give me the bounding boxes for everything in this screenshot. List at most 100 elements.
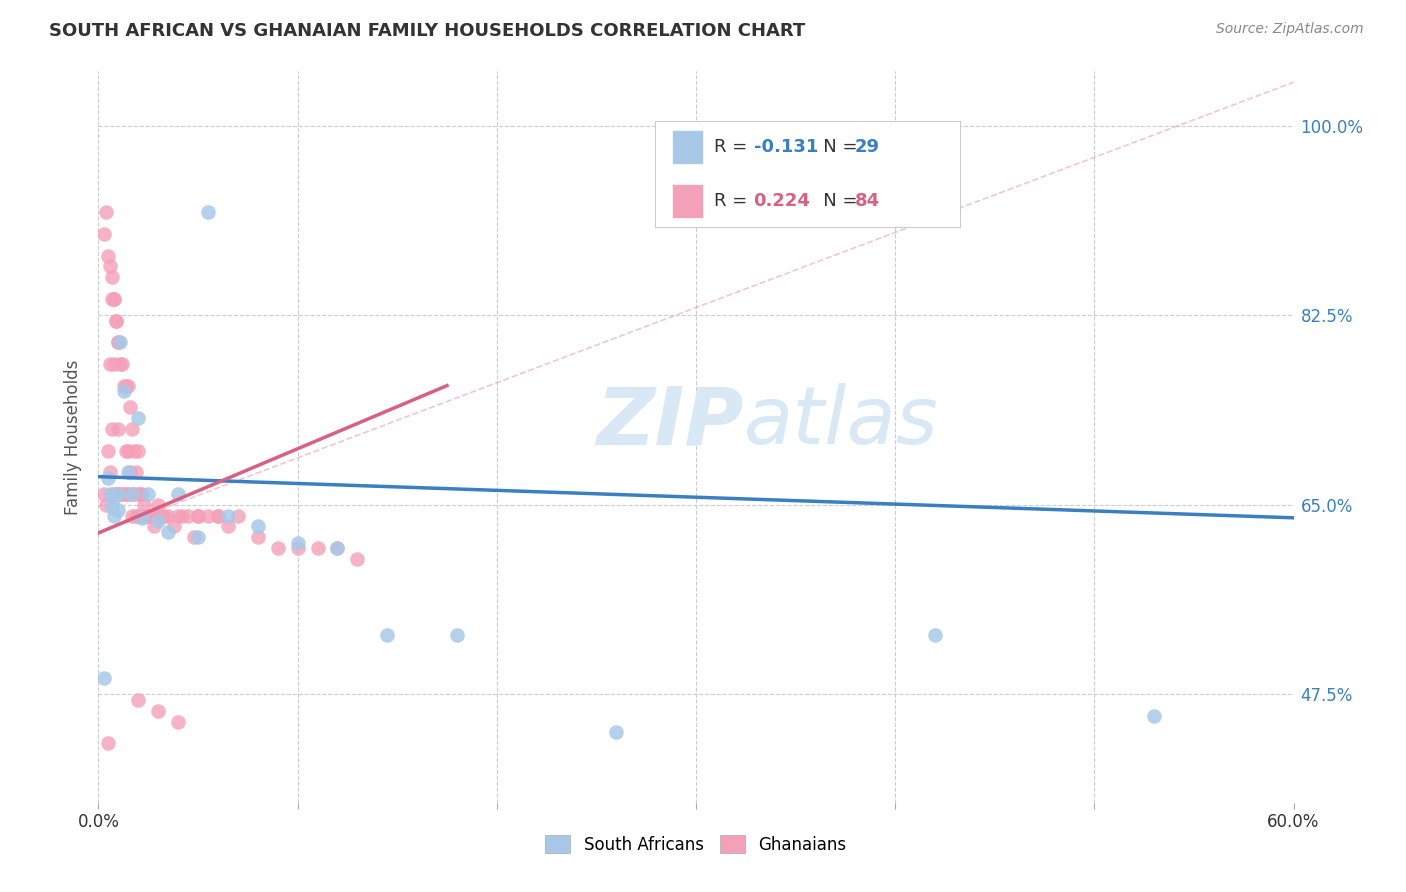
Point	[97, 443, 120, 458]
Point	[101, 270, 124, 285]
Point	[177, 508, 200, 523]
Point	[107, 422, 129, 436]
Point	[98, 465, 122, 479]
Point	[107, 503, 129, 517]
Point	[103, 508, 125, 523]
Point	[287, 535, 309, 549]
Point	[115, 443, 138, 458]
Point	[183, 530, 205, 544]
Point	[167, 487, 190, 501]
Point	[98, 487, 122, 501]
Point	[101, 500, 124, 514]
Text: R =: R =	[714, 193, 754, 211]
Point	[103, 292, 125, 306]
Point	[121, 422, 143, 436]
Point	[446, 628, 468, 642]
Point	[93, 671, 115, 685]
Point	[167, 508, 190, 523]
Text: -0.131: -0.131	[754, 137, 818, 155]
Point	[141, 508, 163, 523]
Point	[148, 514, 170, 528]
Point	[375, 628, 398, 642]
Point	[107, 335, 129, 350]
Point	[107, 487, 129, 501]
Point	[103, 292, 125, 306]
Point	[121, 487, 143, 501]
Text: 0.224: 0.224	[754, 193, 810, 211]
Point	[157, 524, 180, 539]
Point	[117, 378, 139, 392]
Point	[187, 508, 209, 523]
Point	[217, 508, 239, 523]
Point	[148, 704, 170, 718]
Point	[134, 508, 156, 523]
Point	[246, 519, 269, 533]
Point	[605, 725, 627, 739]
Point	[197, 508, 219, 523]
Point	[148, 508, 170, 523]
Point	[172, 508, 194, 523]
Point	[96, 205, 118, 219]
Text: Source: ZipAtlas.com: Source: ZipAtlas.com	[1216, 22, 1364, 37]
Point	[120, 465, 142, 479]
Point	[97, 471, 120, 485]
Point	[307, 541, 329, 556]
Text: ZIP: ZIP	[596, 384, 744, 461]
Point	[187, 508, 209, 523]
Point	[103, 487, 125, 501]
Point	[187, 530, 209, 544]
Point	[115, 487, 138, 501]
Point	[110, 487, 132, 501]
Point	[131, 487, 153, 501]
Point	[217, 519, 239, 533]
Point	[110, 335, 132, 350]
Point	[117, 465, 139, 479]
Point	[139, 508, 162, 523]
Point	[246, 530, 269, 544]
Point	[226, 508, 249, 523]
Point	[127, 508, 149, 523]
Point	[127, 693, 149, 707]
Point	[101, 422, 124, 436]
Point	[97, 249, 120, 263]
Point	[97, 736, 120, 750]
Point	[110, 357, 132, 371]
Point	[127, 443, 149, 458]
Point	[326, 541, 349, 556]
Text: 29: 29	[855, 137, 880, 155]
Point	[143, 519, 166, 533]
Point	[150, 508, 173, 523]
Point	[98, 260, 122, 274]
Point	[112, 384, 135, 398]
Point	[207, 508, 229, 523]
Point	[125, 465, 148, 479]
Text: N =: N =	[806, 137, 863, 155]
Point	[167, 714, 190, 729]
Point	[93, 487, 115, 501]
Point	[924, 628, 946, 642]
Point	[117, 487, 139, 501]
Point	[127, 487, 149, 501]
Point	[101, 292, 124, 306]
Point	[131, 508, 153, 523]
Point	[136, 487, 159, 501]
Point	[129, 487, 152, 501]
Point	[153, 508, 176, 523]
Point	[103, 491, 125, 506]
Point	[287, 541, 309, 556]
Text: SOUTH AFRICAN VS GHANAIAN FAMILY HOUSEHOLDS CORRELATION CHART: SOUTH AFRICAN VS GHANAIAN FAMILY HOUSEHO…	[49, 22, 806, 40]
Point	[124, 443, 146, 458]
Point	[267, 541, 290, 556]
Point	[134, 498, 156, 512]
Point	[112, 487, 135, 501]
Point	[112, 378, 135, 392]
Point	[1143, 709, 1166, 723]
Point	[121, 508, 143, 523]
Point	[131, 511, 153, 525]
Point	[163, 519, 186, 533]
Legend: South Africans, Ghanaians: South Africans, Ghanaians	[538, 829, 853, 860]
Text: atlas: atlas	[744, 384, 939, 461]
Point	[111, 487, 134, 501]
Text: 84: 84	[855, 193, 880, 211]
Point	[120, 401, 142, 415]
